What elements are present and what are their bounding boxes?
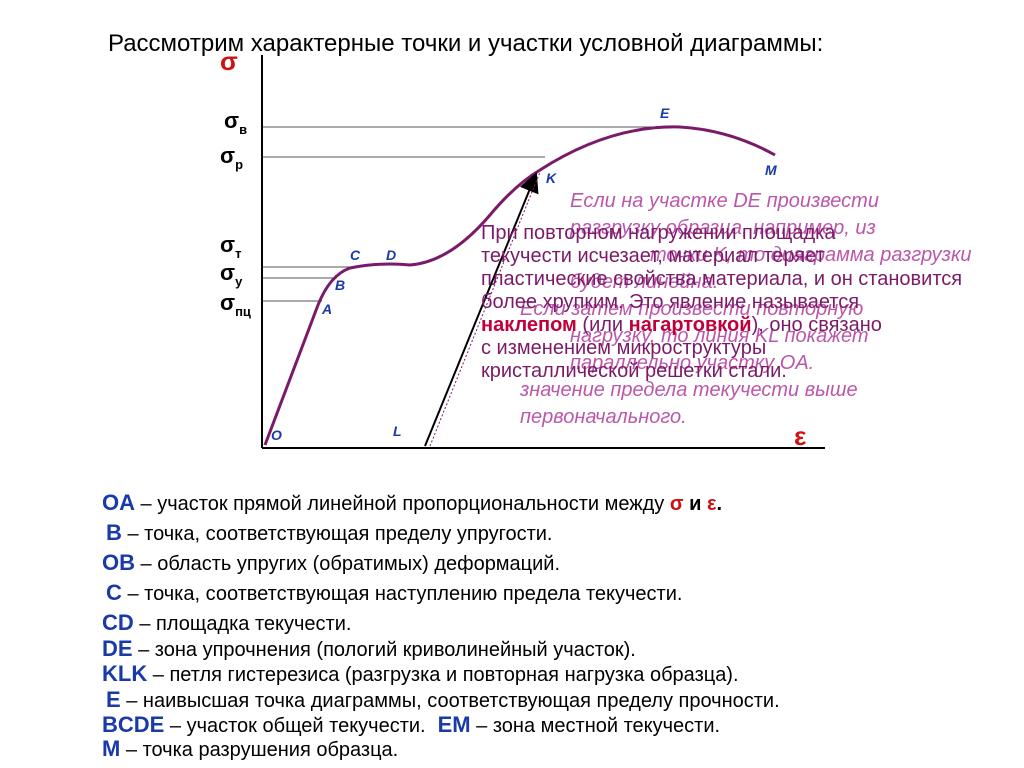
- point-label: O: [271, 427, 282, 443]
- text: (или: [576, 314, 629, 336]
- end: .: [716, 493, 723, 515]
- desc: – петля гистерезиса (разгрузка и повторн…: [147, 664, 739, 686]
- note-line: значение предела текучести выше: [520, 379, 858, 401]
- note-line: будет линейна.: [570, 271, 719, 293]
- key: CD: [102, 610, 134, 635]
- note-line: текучести исчезает, материал теряет: [481, 245, 825, 267]
- subscript: р: [235, 157, 243, 172]
- unloading-note: Если на участке DE произвести разгрузку …: [480, 188, 972, 431]
- desc: – наивысшая точка диаграммы, соответству…: [120, 690, 780, 712]
- term: наклепом: [481, 314, 577, 336]
- point-label: M: [765, 162, 777, 178]
- note-line: Если на участке DE произвести: [570, 190, 879, 212]
- point-label: L: [393, 423, 402, 439]
- key: EM: [437, 712, 471, 737]
- subscript: пц: [235, 304, 251, 319]
- symbol: σ: [220, 260, 235, 285]
- key: OB: [102, 550, 135, 575]
- legend-row: C – точка, соответствующая наступлению п…: [106, 580, 682, 606]
- key: B: [106, 520, 122, 545]
- stress-strain-curve: [263, 125, 776, 446]
- key: OA: [102, 490, 135, 515]
- term: нагартовкой: [628, 314, 752, 336]
- note-line: нагрузку, то линия KL покажет: [570, 325, 869, 347]
- desc: – точка, соответствующая пределу упругос…: [121, 523, 553, 545]
- symbol: ε: [706, 493, 717, 515]
- note-line: При повторном нагружении площадка: [481, 222, 836, 244]
- desc: – точка разрушения образца.: [120, 739, 399, 761]
- desc: – участок прямой линейной пропорциональн…: [135, 493, 670, 515]
- level-label: σпц: [220, 290, 251, 319]
- legend-row: OB – область упругих (обратимых) деформа…: [102, 550, 560, 576]
- title: Рассмотрим характерные точки и участки у…: [108, 30, 824, 57]
- legend-row: M – точка разрушения образца.: [102, 736, 398, 762]
- note-line: первоначального.: [520, 406, 687, 428]
- desc: – участок общей текучести.: [164, 715, 426, 737]
- point-label: A: [321, 301, 332, 317]
- note-line: параллельно участку OA.: [570, 352, 815, 374]
- subscript: в: [239, 122, 247, 137]
- point-label: C: [350, 247, 361, 263]
- subscript: т: [235, 246, 241, 261]
- desc: – область упругих (обратимых) деформаций…: [135, 553, 561, 575]
- point-label: B: [335, 277, 345, 293]
- subscript: у: [235, 274, 243, 289]
- reload-line: [424, 172, 539, 447]
- key: KLK: [102, 661, 148, 686]
- note-line: точки K, то диаграмма разгрузки: [650, 244, 972, 266]
- text: ), оно связано: [751, 314, 882, 336]
- note-line: Если затем произвести повторную: [520, 298, 864, 320]
- legend-row: BCDE – участок общей текучести. EM – зона…: [102, 712, 720, 738]
- symbol: σ: [220, 143, 235, 168]
- level-label: σт: [220, 232, 241, 261]
- y-axis-label: σ: [220, 46, 238, 76]
- point-label: D: [386, 247, 396, 263]
- legend-row: B – точка, соответствующая пределу упруг…: [106, 520, 552, 546]
- legend-row: CD – площадка текучести.: [102, 610, 351, 636]
- symbol: σ: [224, 108, 239, 133]
- key: DE: [102, 636, 133, 661]
- desc: – точка, соответствующая наступлению пре…: [121, 583, 683, 605]
- note-line: более хрупким. Это явление называется: [481, 291, 860, 313]
- legend-row: DE – зона упрочнения (пологий криволиней…: [102, 636, 636, 662]
- legend-row: KLK – петля гистерезиса (разгрузка и пов…: [102, 661, 739, 687]
- symbol: σ: [220, 290, 235, 315]
- desc: – зона упрочнения (пологий криволинейный…: [132, 639, 636, 661]
- desc: – площадка текучести.: [133, 613, 352, 635]
- legend-row: E – наивысшая точка диаграммы, соответст…: [106, 687, 780, 713]
- key: E: [106, 687, 121, 712]
- conj: и: [683, 493, 707, 515]
- level-lines: [262, 126, 680, 302]
- desc: – зона местной текучести.: [470, 715, 721, 737]
- note-line: наклепом (или нагартовкой), оно связано: [481, 314, 962, 337]
- key: BCDE: [102, 712, 165, 737]
- point-label: K: [546, 170, 557, 186]
- level-label: σр: [220, 143, 243, 172]
- diagram: σ ε σв σр σт σу σпц O A B C D K E M L: [220, 46, 825, 451]
- level-label: σу: [220, 260, 243, 289]
- x-axis-label: ε: [794, 421, 806, 451]
- legend-row: OA – участок прямой линейной пропорциона…: [102, 490, 722, 516]
- symbol: σ: [669, 493, 684, 515]
- symbol: σ: [220, 232, 235, 257]
- level-label: σв: [224, 108, 247, 137]
- hardening-note: При повторном нагружении площадка текуче…: [481, 222, 962, 383]
- point-label: E: [660, 105, 670, 121]
- unload-line: [429, 171, 541, 447]
- key: C: [106, 580, 122, 605]
- key: M: [102, 736, 121, 761]
- note-line: кристаллической решетки стали.: [481, 360, 787, 382]
- note-line: с изменением микроструктуры: [481, 337, 767, 359]
- note-line: разгрузку образца, например, из: [570, 217, 876, 239]
- note-line: пластические свойства материала, и он ст…: [481, 268, 963, 290]
